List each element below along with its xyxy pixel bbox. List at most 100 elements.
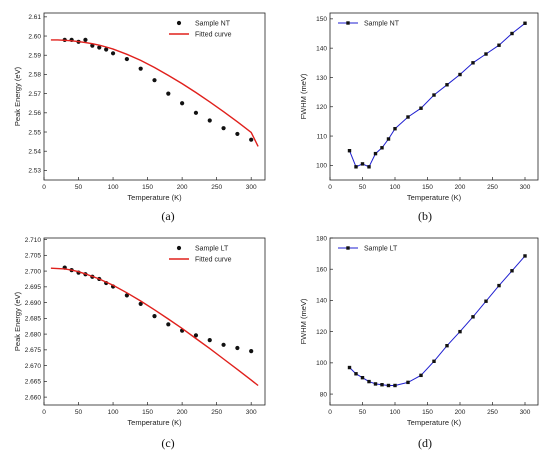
- y-tick-label: 2.665: [25, 379, 42, 386]
- y-tick-label: 2.55: [28, 129, 41, 136]
- data-point: [207, 337, 212, 343]
- y-tick-label: 100: [316, 360, 327, 367]
- data-point: [458, 329, 462, 334]
- data-point: [354, 165, 358, 169]
- y-tick-label: 120: [316, 104, 327, 111]
- y-axis-label: FWHM (meV): [299, 73, 308, 119]
- y-tick-label: 110: [317, 133, 328, 140]
- x-tick-label: 100: [108, 409, 119, 416]
- y-tick-label: 2.58: [28, 72, 41, 79]
- y-tick-label: 120: [316, 329, 327, 336]
- data-point: [380, 383, 384, 387]
- y-tick-label: 2.670: [25, 363, 42, 370]
- x-axis-label: Temperature (K): [407, 193, 462, 202]
- y-tick-label: 160: [316, 267, 327, 274]
- y-tick-label: 2.660: [25, 394, 42, 401]
- legend-marker: [176, 245, 182, 251]
- y-tick-label: 130: [316, 75, 327, 82]
- chart-b: 0 50 100 150 200 250 300 100 110 120 130 140 150 Temp…: [299, 12, 539, 202]
- x-tick-label: 150: [142, 409, 153, 416]
- y-tick-label: 2.53: [28, 168, 41, 175]
- data-point: [97, 45, 102, 50]
- x-tick-label: 0: [42, 184, 46, 191]
- y-tick-label: 150: [316, 16, 327, 23]
- legend-marker: [176, 20, 182, 26]
- x-tick-label: 200: [455, 409, 466, 416]
- data-point: [484, 299, 488, 303]
- data-point: [193, 333, 199, 338]
- legend-label: Fitted curve: [195, 32, 232, 39]
- data-point: [406, 380, 410, 385]
- plot-frame: [329, 237, 539, 406]
- x-tick-label: 50: [75, 184, 83, 191]
- y-tick-label: 2.59: [28, 53, 41, 60]
- x-tick-label: 300: [520, 409, 531, 416]
- data-point: [235, 131, 240, 137]
- data-point: [419, 106, 423, 110]
- data-point: [110, 51, 116, 56]
- data-point: [367, 379, 371, 384]
- data-point: [124, 56, 129, 62]
- y-tick-label: 2.710: [25, 237, 42, 244]
- data-point: [386, 383, 391, 388]
- data-point: [393, 127, 397, 131]
- legend-label: Sample NT: [195, 21, 231, 28]
- data-point: [445, 343, 449, 348]
- legend-marker: [346, 21, 350, 25]
- y-tick-label: 80: [320, 391, 328, 398]
- x-tick-label: 200: [177, 409, 188, 416]
- caption-b: (b): [418, 209, 432, 223]
- x-tick-label: 300: [246, 184, 257, 191]
- data-point: [124, 293, 129, 298]
- x-axis-label: Temperature (K): [127, 193, 182, 202]
- y-tick-label: 2.695: [25, 284, 42, 291]
- data-point: [83, 37, 88, 42]
- data-point: [386, 137, 391, 141]
- data-point: [497, 283, 501, 288]
- legend-label: Sample LT: [364, 246, 398, 253]
- y-axis-label: Peak Energy (eV): [13, 66, 22, 126]
- data-point: [221, 342, 226, 347]
- data-point: [510, 269, 514, 273]
- panel-a: 0 50 100 150 200 250 300 2.53 2.54 2.55 2.56 2.57 2.…: [0, 0, 275, 229]
- x-tick-label: 100: [390, 184, 401, 191]
- x-tick-label: 0: [42, 409, 46, 416]
- data-point: [249, 349, 254, 354]
- caption-a: (a): [161, 209, 175, 223]
- data-point: [249, 137, 254, 142]
- data-point: [207, 118, 212, 123]
- data-point: [360, 375, 365, 380]
- panel-d: 0 50 100 150 200 250 300 80 100 120 140 160 180 Tempe…: [275, 229, 550, 458]
- y-tick-label: 100: [316, 163, 327, 170]
- x-tick-label: 250: [211, 409, 222, 416]
- data-point: [367, 165, 371, 169]
- x-tick-label: 0: [328, 184, 332, 191]
- data-point: [104, 47, 109, 52]
- data-point: [152, 78, 157, 83]
- legend-entry: Sample NT: [176, 20, 231, 28]
- x-tick-label: 50: [359, 409, 367, 416]
- data-point: [458, 72, 462, 77]
- x-tick-label: 50: [75, 409, 83, 416]
- data-point: [393, 383, 397, 388]
- legend-entry: Sample LT: [176, 245, 229, 253]
- y-axis-label: FWHM (meV): [299, 298, 308, 344]
- data-point: [221, 126, 226, 131]
- data-point: [166, 91, 171, 96]
- y-tick-label: 2.690: [25, 300, 42, 307]
- x-tick-label: 100: [390, 409, 401, 416]
- legend-marker: [346, 246, 350, 250]
- data-point: [471, 315, 475, 319]
- x-tick-label: 50: [359, 184, 367, 191]
- data-point: [445, 83, 449, 87]
- y-tick-label: 2.685: [25, 316, 42, 323]
- x-tick-label: 300: [246, 409, 257, 416]
- x-tick-label: 250: [487, 409, 498, 416]
- x-axis-label: Temperature (K): [407, 418, 462, 427]
- series-line: [50, 39, 259, 147]
- x-tick-label: 250: [487, 184, 498, 191]
- caption-c: (c): [161, 436, 175, 450]
- plot-frame: [329, 12, 539, 181]
- series-line: [50, 267, 259, 387]
